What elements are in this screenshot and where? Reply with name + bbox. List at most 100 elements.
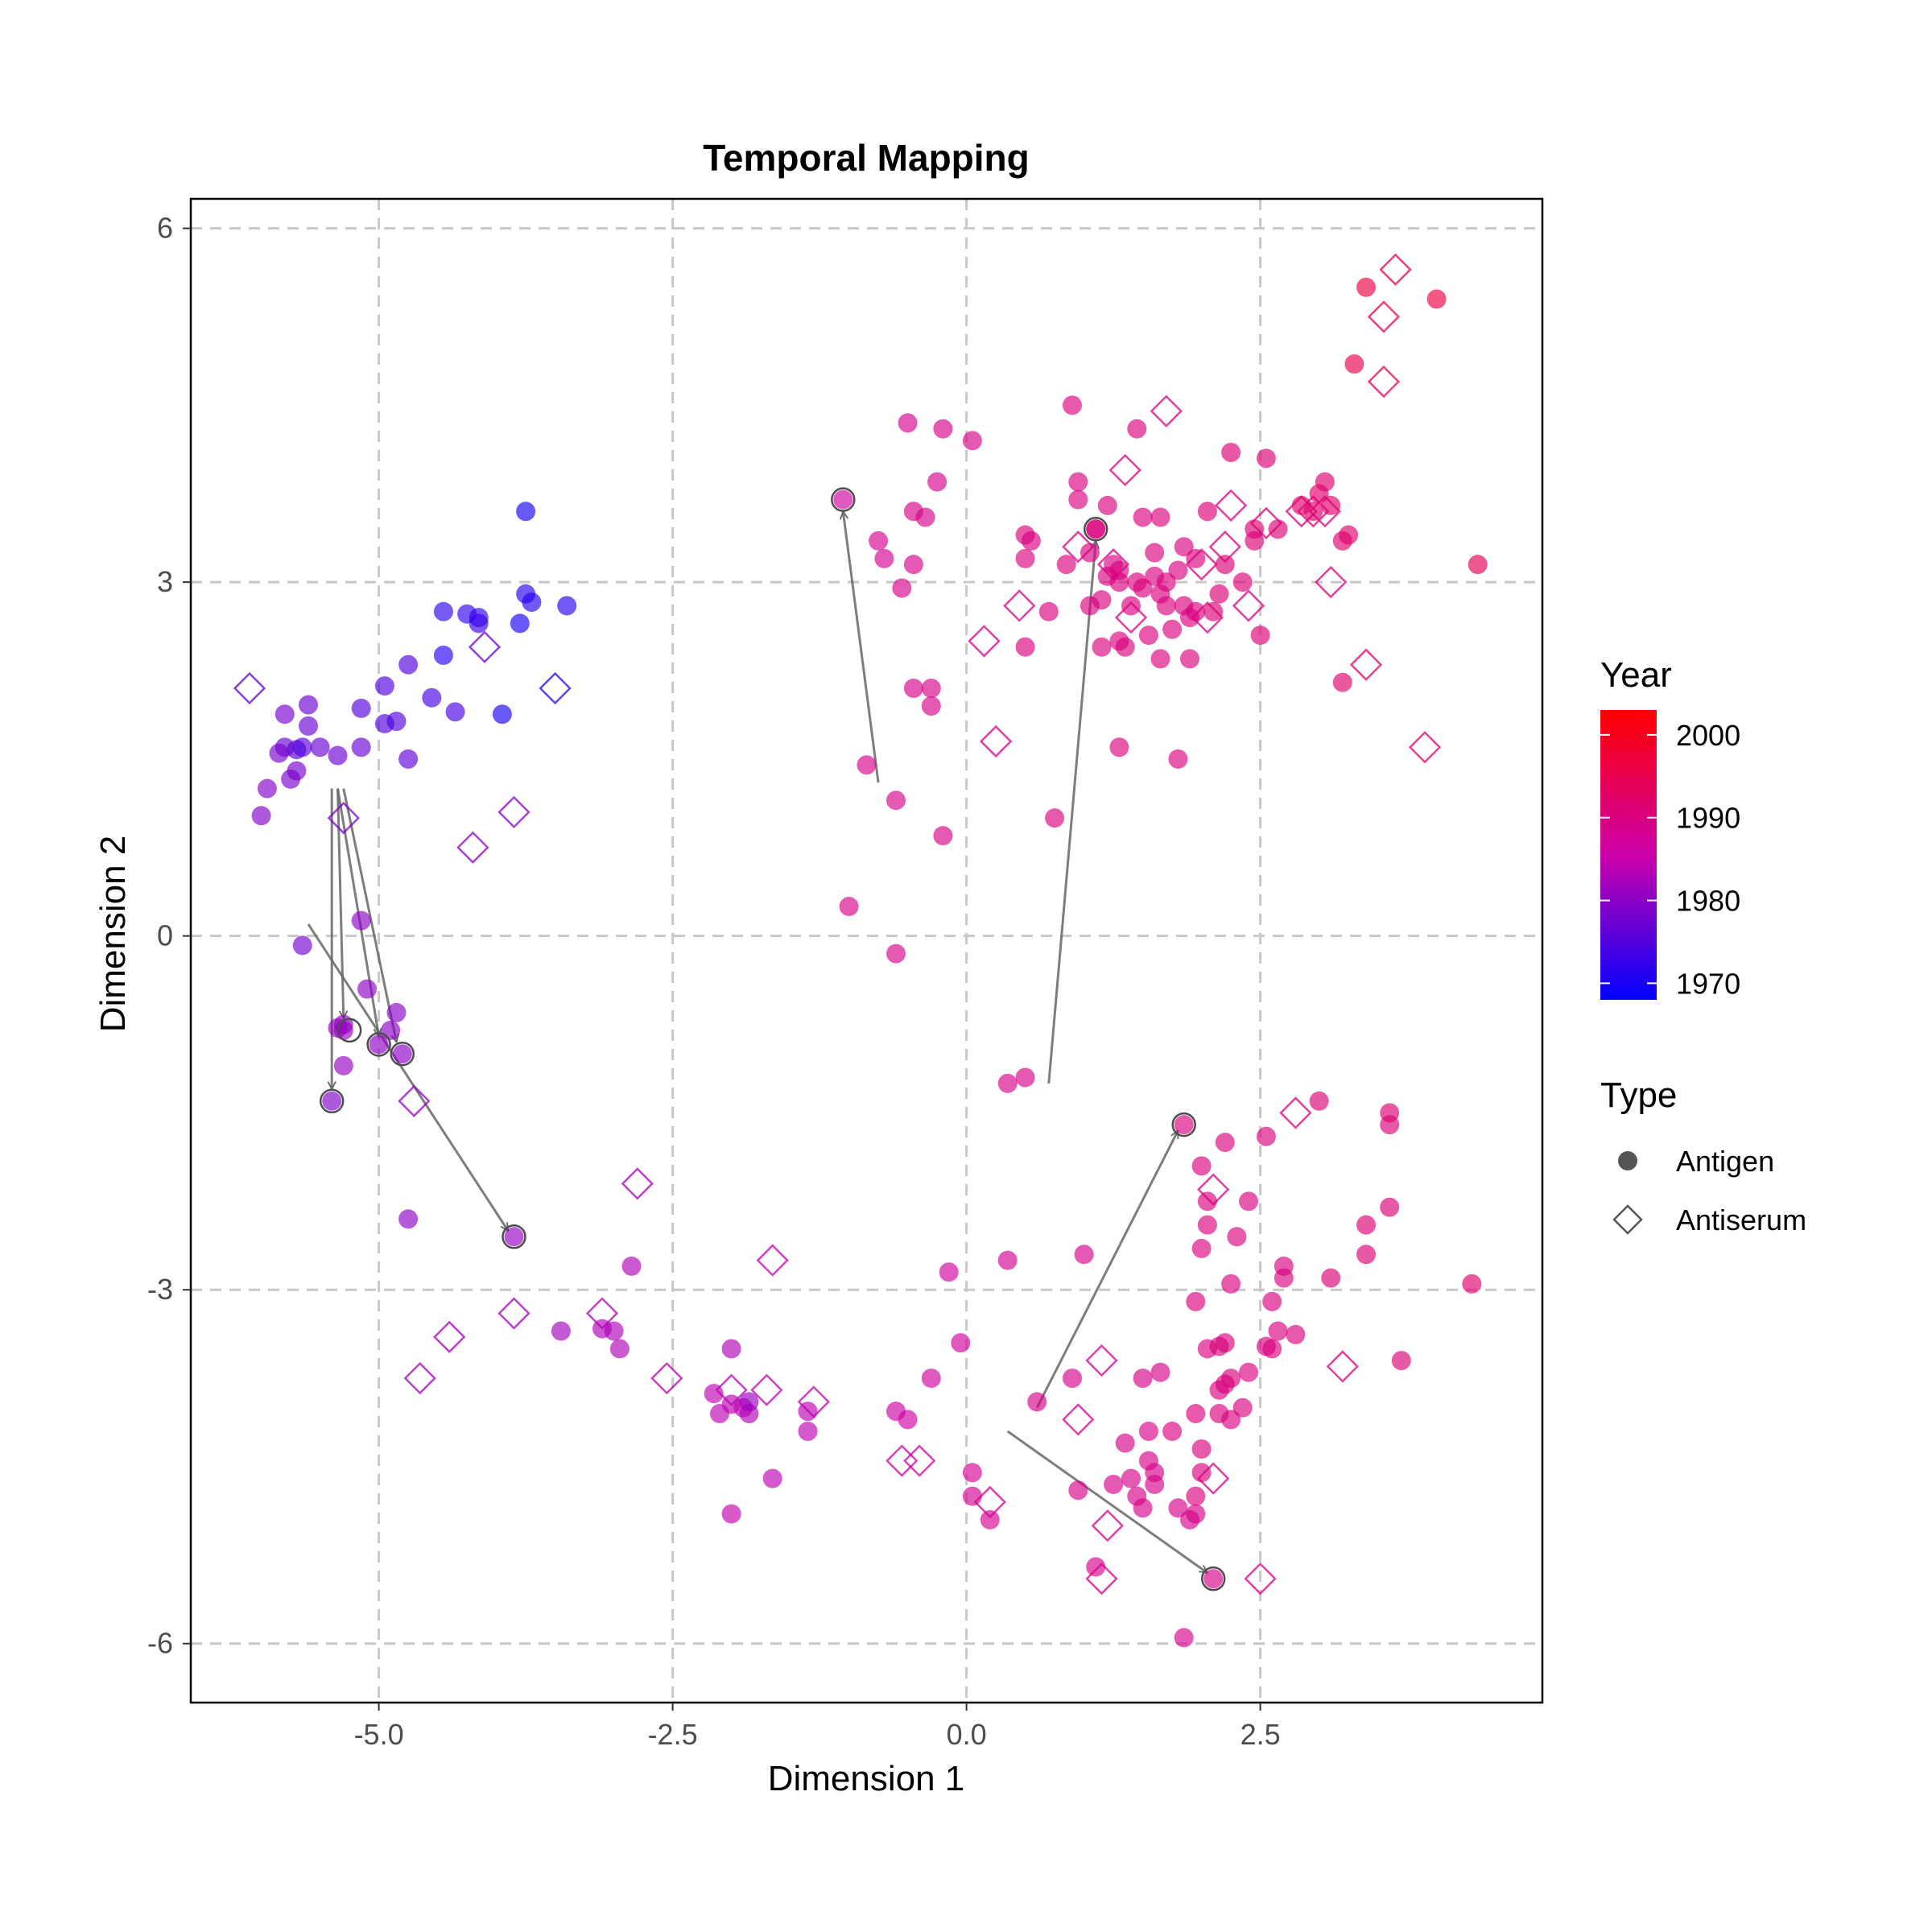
antigen-point: [869, 530, 889, 551]
antigen-point: [1068, 489, 1088, 510]
highlighted-antigen-outline: [319, 1088, 345, 1114]
antigen-point: [1315, 472, 1335, 492]
antigen-point: [1191, 1238, 1212, 1258]
antigen-point: [962, 431, 982, 451]
antigen-point: [980, 1509, 1000, 1530]
trajectory-arrow: [1035, 1130, 1179, 1409]
antigen-point: [251, 806, 271, 826]
antigen-point: [1063, 395, 1082, 415]
trajectory-arrow: [342, 788, 397, 1042]
point-layer: [233, 253, 1488, 1648]
highlighted-antigen-outline: [1171, 1112, 1196, 1137]
antigen-point: [798, 1422, 818, 1442]
antigen-point: [903, 679, 923, 699]
antigen-point: [1115, 637, 1135, 657]
antigen-point: [1133, 1368, 1153, 1389]
antigen-point: [351, 737, 371, 758]
antigen-point: [1221, 1274, 1241, 1294]
colorbar-tick-label: 2000: [1676, 719, 1740, 752]
antigen-point: [927, 472, 947, 492]
trajectory-arrow: [1047, 541, 1096, 1084]
antigen-point: [1356, 277, 1376, 297]
antiserum-point: [398, 1084, 431, 1117]
antigen-point: [1356, 1245, 1376, 1265]
antiserum-point: [1062, 1403, 1095, 1436]
antigen-point: [1256, 1126, 1276, 1146]
year-legend-title: Year: [1600, 655, 1672, 695]
antigen-point: [1145, 543, 1165, 563]
antigen-point: [1133, 507, 1153, 527]
highlighted-antigen-outline: [336, 1018, 362, 1043]
antigen-point: [333, 1055, 353, 1075]
antigen-point: [357, 979, 377, 999]
antigen-point: [721, 1504, 741, 1524]
antigen-point: [1150, 649, 1170, 669]
antigen-point: [1186, 1504, 1206, 1524]
antiserum-point: [1244, 1563, 1277, 1596]
antigen-point: [1268, 519, 1288, 539]
antigen-point: [1168, 1498, 1188, 1518]
antiserum-point: [1232, 589, 1265, 622]
antiserum-point: [403, 1361, 436, 1395]
antiserum-point: [233, 671, 266, 705]
antigen-point: [1015, 548, 1035, 568]
antigen-point: [1133, 578, 1153, 598]
antigen-point: [1191, 1156, 1212, 1176]
antigen-point: [422, 687, 442, 708]
antigen-point: [469, 613, 489, 634]
antigen-point: [609, 1339, 630, 1359]
antigen-point: [1168, 560, 1188, 580]
grid-lines: [191, 199, 1542, 1703]
antigen-point: [299, 695, 318, 715]
antigen-point: [269, 743, 289, 763]
antigen-point: [1321, 1268, 1341, 1288]
antigen-point: [1197, 1215, 1217, 1235]
y-tick-label: -6: [147, 1627, 173, 1660]
antigen-point: [1121, 1468, 1141, 1488]
antigen-point: [951, 1333, 971, 1353]
antigen-point: [1191, 1463, 1212, 1483]
antigen-point: [1180, 649, 1199, 669]
antiserum-point: [497, 795, 530, 829]
antiserum-legend-label: Antiserum: [1676, 1203, 1806, 1236]
antigen-point: [510, 613, 530, 634]
colorbar-tick-label: 1980: [1676, 885, 1740, 918]
arrow-layer: [307, 511, 1208, 1575]
antigen-point: [1286, 1324, 1306, 1344]
antiserum-point: [456, 831, 489, 864]
antigen-point: [1021, 530, 1041, 551]
antigen-point: [1191, 1439, 1212, 1459]
antigen-point: [1068, 472, 1088, 492]
antigen-point: [1221, 1368, 1241, 1389]
antigen-point: [1197, 1191, 1217, 1212]
antigen-point: [1203, 1569, 1224, 1589]
antigen-point: [1215, 1333, 1235, 1353]
trajectory-arrow: [1006, 1430, 1208, 1575]
antigen-point: [433, 645, 453, 665]
antigen-point: [386, 1002, 407, 1022]
antiserum-point: [1091, 1509, 1124, 1542]
antigen-point: [1045, 808, 1065, 828]
antiserum-point: [886, 1444, 919, 1477]
antigen-point: [798, 1402, 818, 1422]
antiserum-point: [1085, 1344, 1118, 1377]
highlighted-antigen-outline: [366, 1032, 391, 1057]
antigen-point: [1309, 1091, 1329, 1111]
antiserum-point: [1108, 453, 1141, 487]
antigen-point: [1227, 1227, 1247, 1247]
y-tick-label: 6: [157, 212, 173, 245]
antigen-point: [1168, 749, 1188, 769]
antigen-point: [1156, 572, 1176, 592]
antigen-point: [351, 910, 371, 931]
antigen-point: [386, 712, 407, 732]
antigen-point: [1109, 737, 1129, 758]
antigen-point: [1150, 507, 1170, 527]
antigen-point: [1274, 1268, 1294, 1288]
antigen-point: [1303, 502, 1323, 522]
antigen-point: [322, 1091, 342, 1111]
antigen-legend-key: [1618, 1151, 1637, 1170]
antigen-point: [1015, 1067, 1035, 1088]
antigen-point: [1380, 1197, 1400, 1217]
antigen-point: [886, 943, 906, 964]
antigen-point: [310, 737, 330, 758]
